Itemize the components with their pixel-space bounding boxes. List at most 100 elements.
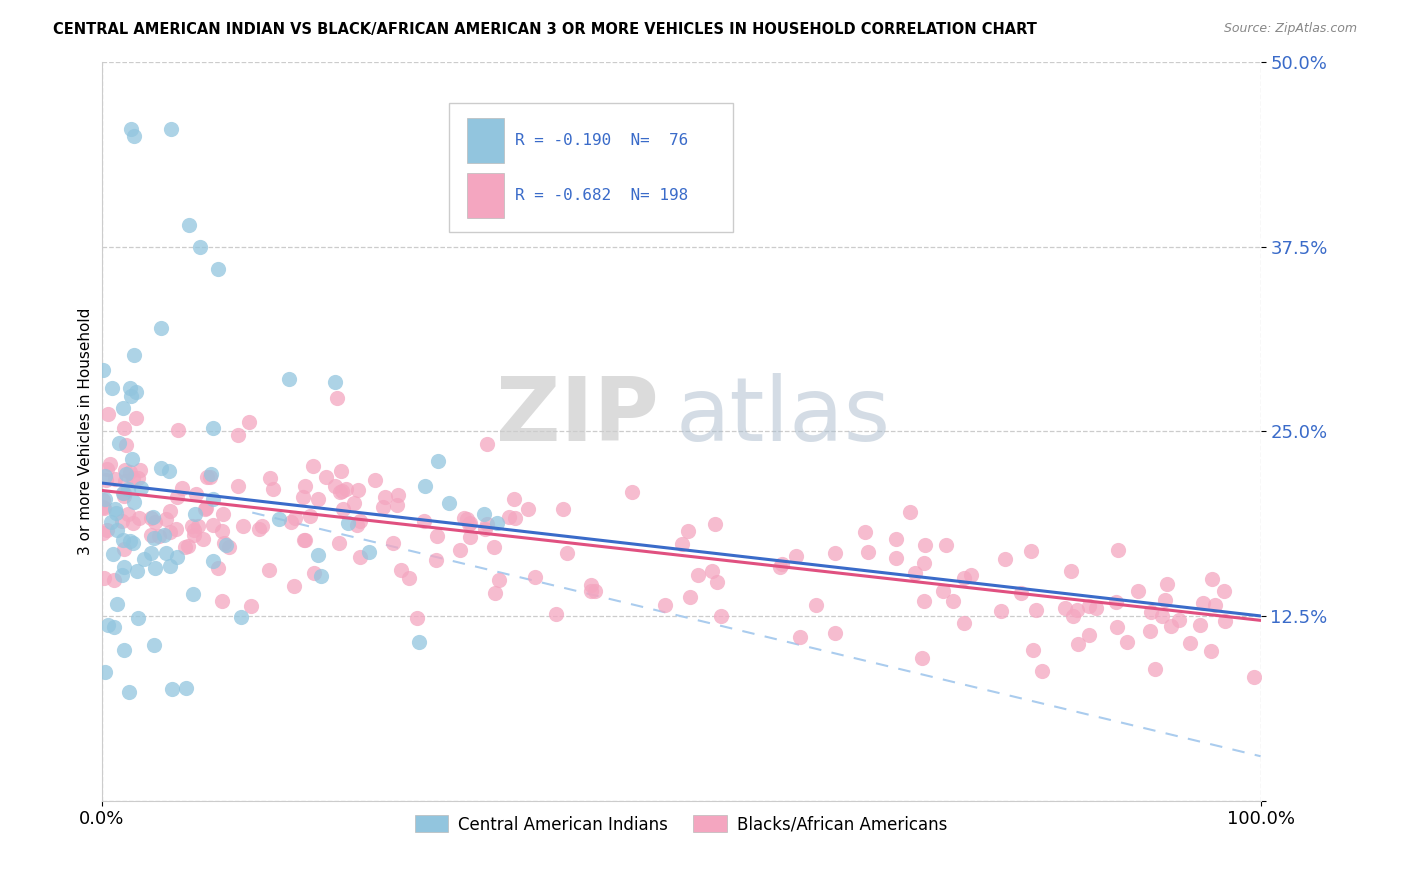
Point	[201, 492, 224, 507]
Point	[325, 479, 347, 493]
Point	[1140, 605, 1163, 619]
Point	[183, 528, 205, 542]
Point	[328, 535, 350, 549]
Point	[101, 381, 124, 395]
Point	[112, 486, 135, 500]
Point	[1066, 603, 1088, 617]
Point	[912, 556, 935, 570]
Point	[385, 499, 408, 513]
Point	[1085, 601, 1108, 615]
Point	[122, 471, 145, 485]
Point	[200, 467, 222, 481]
Point	[1078, 628, 1101, 642]
Legend: Central American Indians, Blacks/African Americans: Central American Indians, Blacks/African…	[409, 809, 953, 840]
Point	[122, 128, 145, 143]
Point	[149, 461, 172, 475]
Point	[150, 321, 173, 335]
Point	[884, 550, 907, 565]
Point	[688, 568, 710, 582]
Point	[155, 546, 177, 560]
Point	[112, 485, 135, 500]
Point	[120, 389, 142, 403]
Point	[294, 479, 316, 493]
Point	[1213, 615, 1236, 629]
Point	[1107, 543, 1129, 558]
Point	[382, 535, 405, 549]
Point	[620, 484, 643, 499]
Point	[993, 551, 1015, 566]
Point	[114, 463, 136, 477]
Point	[482, 540, 505, 554]
Point	[104, 471, 127, 485]
Point	[769, 560, 792, 574]
Point	[153, 527, 176, 541]
Point	[211, 524, 233, 539]
Point	[226, 479, 249, 493]
Point	[583, 583, 606, 598]
Point	[212, 535, 235, 549]
Point	[202, 421, 225, 435]
Point	[824, 626, 846, 640]
Point	[110, 514, 132, 528]
Point	[706, 574, 728, 589]
Point	[134, 552, 156, 566]
Point	[371, 500, 394, 514]
Point	[121, 516, 143, 530]
Point	[1105, 620, 1128, 634]
Point	[120, 381, 142, 395]
Point	[172, 481, 194, 495]
Point	[1021, 643, 1043, 657]
Point	[326, 391, 349, 405]
Point	[1060, 564, 1083, 578]
Point	[824, 546, 846, 560]
Point	[789, 630, 811, 644]
Point	[679, 590, 702, 604]
Point	[335, 482, 357, 496]
Point	[349, 549, 371, 564]
Point	[198, 470, 221, 484]
Point	[218, 540, 240, 554]
Point	[112, 542, 135, 557]
Point	[159, 525, 181, 540]
Point	[105, 524, 128, 538]
Point	[960, 568, 983, 582]
FancyBboxPatch shape	[467, 172, 503, 218]
Point	[159, 504, 181, 518]
Point	[129, 481, 152, 495]
Point	[184, 508, 207, 522]
Point	[292, 491, 315, 505]
Point	[456, 512, 478, 526]
Point	[329, 485, 352, 500]
Point	[523, 570, 546, 584]
FancyBboxPatch shape	[467, 118, 503, 162]
FancyBboxPatch shape	[450, 103, 734, 232]
Point	[262, 482, 284, 496]
Point	[374, 491, 396, 505]
Point	[1160, 619, 1182, 633]
Point	[654, 598, 676, 612]
Point	[114, 474, 136, 488]
Point	[700, 564, 723, 578]
Point	[166, 491, 188, 505]
Point	[1201, 573, 1223, 587]
Point	[125, 384, 148, 399]
Point	[484, 585, 506, 599]
Point	[856, 545, 879, 559]
Point	[187, 519, 209, 533]
Point	[453, 510, 475, 524]
Point	[555, 545, 578, 559]
Point	[770, 557, 793, 571]
Point	[332, 484, 354, 499]
Point	[1031, 664, 1053, 678]
Point	[1062, 609, 1084, 624]
Point	[1178, 635, 1201, 649]
Point	[143, 532, 166, 546]
Point	[141, 546, 163, 560]
Point	[101, 547, 124, 561]
Point	[211, 508, 233, 522]
Point	[118, 533, 141, 548]
Point	[129, 463, 152, 477]
Point	[97, 407, 120, 421]
Point	[112, 559, 135, 574]
Point	[283, 579, 305, 593]
